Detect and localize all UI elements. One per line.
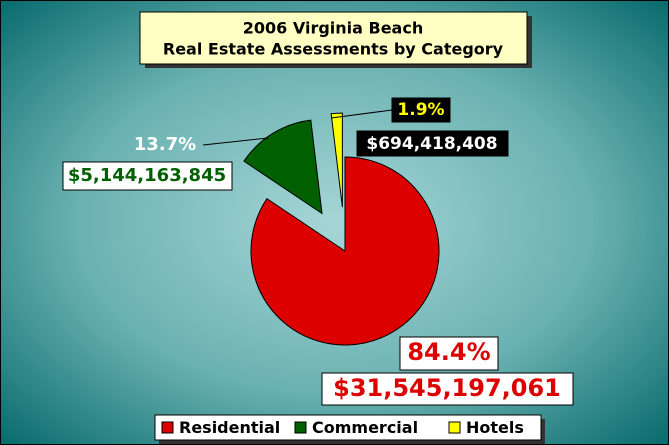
pie-slice	[330, 112, 343, 208]
label-box	[356, 130, 509, 157]
leader-line	[330, 109, 393, 119]
pie-slice	[243, 119, 323, 215]
legend-label: Commercial	[312, 418, 418, 437]
amount-label: $31,545,197,061	[333, 374, 561, 402]
label-box	[321, 372, 574, 406]
label-box	[399, 336, 499, 371]
amount-label: $5,144,163,845	[68, 165, 226, 186]
pie-slice	[250, 156, 440, 346]
amount-label: $694,418,408	[366, 134, 497, 154]
legend-box	[154, 414, 542, 441]
data-label: 84.4%	[407, 338, 490, 366]
legend-label: Residential	[179, 418, 280, 437]
legend-swatch	[161, 421, 174, 434]
legend-label: Hotels	[466, 418, 524, 437]
legend-swatch	[448, 421, 461, 434]
chart-title: Real Estate Assessments by Category	[163, 40, 504, 59]
title-box	[139, 11, 528, 65]
legend-swatch	[294, 421, 307, 434]
leader-line	[202, 137, 269, 146]
chart-title: 2006 Virginia Beach	[243, 19, 423, 38]
data-label: 13.7%	[134, 134, 196, 155]
label-box	[62, 161, 233, 191]
label-box	[391, 97, 451, 123]
data-label: 1.9%	[397, 100, 444, 120]
